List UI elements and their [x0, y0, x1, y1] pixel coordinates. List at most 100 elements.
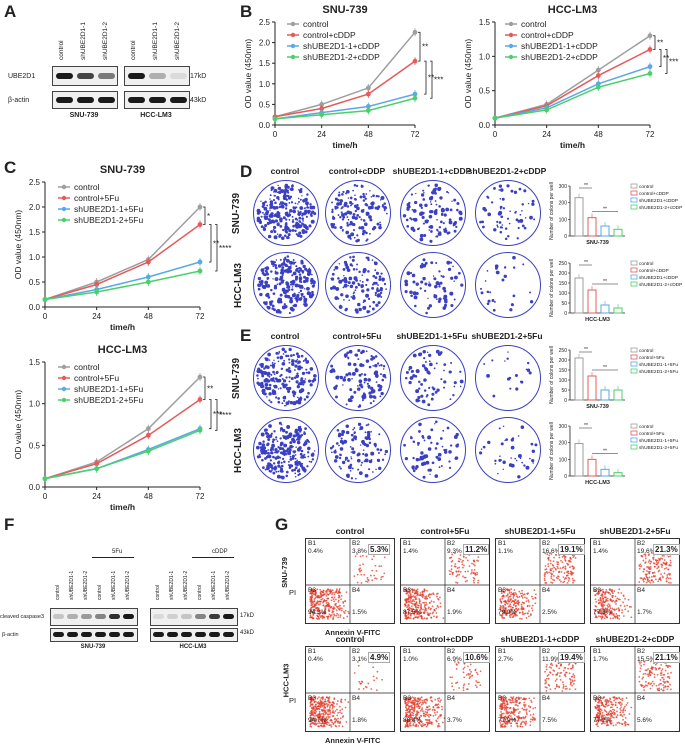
protein-band: [181, 614, 192, 619]
event-dot: [417, 725, 419, 727]
colony: [298, 446, 301, 449]
series-line-3: [275, 94, 415, 119]
event-dot: [528, 599, 530, 601]
event-dot: [564, 565, 566, 567]
lane-label: shUBE2D1-2: [83, 571, 89, 600]
data-point: [273, 116, 278, 121]
colony: [438, 270, 440, 272]
event-dot: [311, 604, 313, 606]
event-dot: [669, 555, 671, 557]
colony: [281, 462, 283, 464]
event-dot: [359, 564, 361, 566]
apoptosis-total: 11.2%: [463, 544, 489, 555]
colony: [274, 202, 277, 205]
colony: [293, 271, 297, 275]
event-dot: [605, 589, 607, 591]
colony: [483, 363, 485, 365]
colony: [378, 301, 381, 304]
colony: [436, 229, 438, 231]
colony: [265, 428, 268, 431]
colony: [436, 235, 438, 237]
colony: [259, 281, 261, 283]
colony: [350, 399, 353, 402]
colony: [442, 306, 446, 310]
event-dot: [505, 595, 507, 597]
event-dot: [603, 600, 605, 602]
colony: [357, 358, 359, 360]
colony: [427, 298, 428, 299]
event-dot: [641, 555, 643, 557]
event-dot: [564, 559, 566, 561]
colony: [437, 457, 441, 461]
significance-label: **: [584, 423, 588, 429]
event-dot: [424, 724, 426, 726]
colony: [419, 204, 423, 208]
event-dot: [613, 613, 615, 615]
colony: [354, 237, 356, 239]
dish-row-label: HCC-LM3: [233, 263, 244, 308]
colony: [380, 392, 383, 395]
event-dot: [436, 711, 438, 713]
event-dot: [663, 562, 665, 564]
colony: [270, 230, 273, 233]
colony: [524, 227, 527, 230]
colony-dots: [326, 181, 390, 245]
colony: [418, 423, 422, 427]
colony: [422, 258, 425, 261]
colony: [264, 379, 268, 383]
event-dot: [460, 571, 462, 573]
event-dot: [337, 617, 339, 619]
colony: [332, 445, 334, 447]
event-dot: [439, 701, 441, 703]
event-dot: [510, 598, 512, 600]
flow-column-header: control+5Fu: [421, 526, 470, 536]
colony: [344, 284, 348, 288]
event-dot: [436, 593, 438, 595]
colony: [338, 192, 340, 194]
event-dot: [651, 579, 653, 581]
legend-marker: [62, 185, 66, 189]
colony: [272, 278, 273, 279]
colony: [301, 397, 303, 399]
colony: [412, 281, 415, 284]
colony: [295, 458, 297, 460]
bar: [614, 473, 622, 476]
event-dot: [518, 601, 520, 603]
colony: [522, 263, 524, 265]
colony: [512, 437, 514, 439]
colony: [272, 441, 274, 443]
flow-y-label: PI: [289, 588, 296, 597]
colony: [283, 353, 285, 355]
colony: [281, 264, 283, 266]
event-dot: [512, 597, 514, 599]
event-dot: [526, 593, 528, 595]
colony: [436, 388, 439, 391]
event-dot: [313, 606, 315, 608]
event-dot: [318, 726, 320, 728]
event-dot: [412, 590, 414, 592]
event-dot: [654, 572, 656, 574]
protein-band: [81, 614, 92, 619]
event-dot: [503, 617, 505, 619]
event-dot: [310, 726, 312, 728]
colony: [375, 294, 377, 296]
event-dot: [652, 572, 654, 574]
colony: [487, 291, 490, 294]
event-dot: [451, 565, 453, 567]
colony: [347, 235, 351, 239]
colony: [507, 377, 510, 380]
event-dot: [478, 681, 480, 683]
event-dot: [473, 582, 475, 584]
colony: [456, 209, 459, 212]
event-dot: [327, 597, 329, 599]
event-dot: [621, 612, 623, 614]
colony-dish: [253, 417, 319, 483]
colony: [439, 226, 441, 228]
event-dot: [316, 588, 318, 590]
colony: [304, 427, 307, 430]
dish-column-header: shUBE2D1-1+5Fu: [396, 331, 467, 341]
event-dot: [338, 725, 340, 727]
event-dot: [473, 560, 475, 562]
colony: [374, 443, 377, 446]
colony: [361, 274, 363, 276]
